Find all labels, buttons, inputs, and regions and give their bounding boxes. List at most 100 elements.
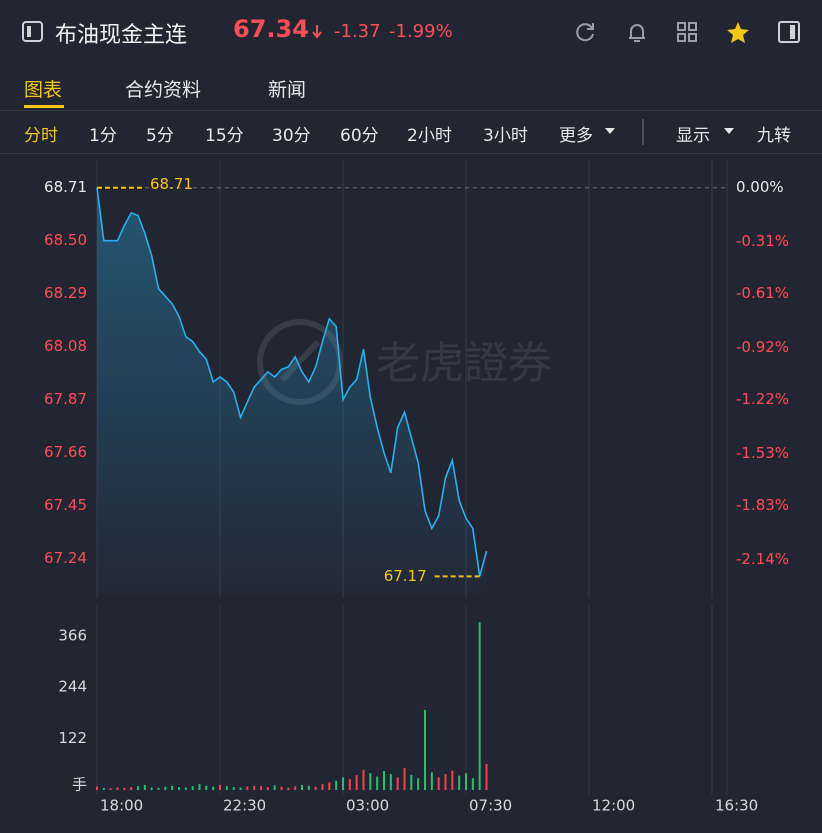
tab[interactable]: 新闻 [268,79,307,101]
watermark: 老虎證券 [376,338,552,389]
volume-bar [273,785,276,790]
volume-bar [157,787,160,790]
y-tick-label: 67.87 [44,390,87,408]
volume-bar [96,786,98,790]
y2-tick-label: -1.53% [736,444,789,462]
volume-bar [280,786,283,790]
volume-bar [246,786,249,790]
display[interactable]: 显示 [676,126,710,146]
volume-bar [109,788,112,790]
period-bar: 分时 1分 5分 15分 30分 60分 2小时 3小时 更多 显示 九转 [0,111,822,154]
volume-bar [287,787,290,790]
volume-bar [102,787,105,790]
more[interactable]: 更多 [559,126,593,146]
volume-tick-label: 手 [72,776,87,794]
toolbar-icons [576,21,800,43]
dropdown [724,128,734,134]
volume-bar [143,784,146,790]
volume-bar [383,771,385,790]
y-tick-label: 67.45 [44,496,87,514]
period[interactable]: 60分 [340,126,379,146]
volume-bar [328,782,331,790]
volume-bar [430,772,433,790]
volume-bar [184,787,187,790]
y-tick-label: 67.66 [44,443,87,461]
volume-bar [260,786,262,790]
volume-bar [178,787,180,790]
volume-bar [307,785,310,790]
volume-bar [219,784,221,790]
volume-bar [266,787,269,790]
price-area [97,187,487,594]
y2-tick-label: -0.61% [736,284,789,302]
volume-bar [314,786,317,790]
change: -1.37 [334,21,381,42]
volume-bar [342,777,344,790]
volume-bar [198,784,201,790]
change-pct: -1.99% [389,21,453,42]
bell-icon[interactable] [629,24,645,42]
tab[interactable]: 合约资料 [125,79,202,101]
x-tick-label: 07:30 [469,797,512,815]
y2-tick-label: 0.00% [736,178,784,196]
volume-bar [137,786,139,790]
volume-bar [444,773,447,790]
volume-bar [417,778,420,790]
volume-bar [424,709,426,790]
volume-bar [232,787,235,790]
volume-bar [362,769,365,790]
panel-icon[interactable] [778,21,800,43]
high-label: 68.71 [150,175,193,193]
grid-icon[interactable] [677,22,697,42]
tab[interactable]: 图表 [24,79,63,101]
y2-tick-label: -0.92% [736,338,789,356]
period[interactable]: 分时 [24,126,58,146]
period[interactable]: 1分 [89,126,117,146]
y2-tick-label: -1.83% [736,496,789,514]
star-icon[interactable] [727,22,749,43]
volume-bar [116,787,119,790]
volume-bar [376,776,379,790]
refresh-icon[interactable] [576,23,594,42]
volume-bar [485,763,488,790]
volume-bar [150,787,153,790]
menu-icon[interactable] [22,21,44,43]
volume-bar [478,622,481,790]
x-tick-label: 16:30 [715,797,758,815]
tab-underline [24,105,64,108]
y-tick-label: 67.24 [44,549,87,567]
volume-bar [191,786,194,790]
volume-bar [164,786,167,790]
volume-tick-label: 366 [58,626,87,644]
volume-bar [130,787,133,790]
volume-tick-label: 244 [58,678,87,696]
price-line [96,187,488,577]
down-arrow [312,25,322,39]
x-tick-label: 22:30 [223,797,266,815]
volume-bar [389,773,392,790]
volume-bar [321,784,324,790]
y-tick-label: 68.71 [44,178,87,196]
period[interactable]: 30分 [272,126,311,146]
period[interactable]: 2小时 [407,126,452,146]
volume-bar [123,787,126,790]
y2-tick-label: -0.31% [736,232,789,250]
period[interactable]: 5分 [146,126,174,146]
volume-bar [410,774,413,790]
volume-bar [171,785,174,790]
volume-bar [225,786,228,790]
volume-bar [335,780,338,790]
nine-turn[interactable]: 九转 [757,126,791,146]
volume-bar [403,768,406,790]
dropdown [605,128,615,134]
y-tick-label: 68.29 [44,284,87,302]
volume-bar [205,785,208,790]
volume-bar [369,773,372,790]
period[interactable]: 15分 [205,126,244,146]
tabs: 图表 合约资料 新闻 [0,62,822,111]
volume-bar [253,785,256,790]
volume-bar [458,775,461,790]
title: 布油现金主连 [55,23,188,48]
x-tick-label: 12:00 [592,797,635,815]
period[interactable]: 3小时 [483,126,528,146]
